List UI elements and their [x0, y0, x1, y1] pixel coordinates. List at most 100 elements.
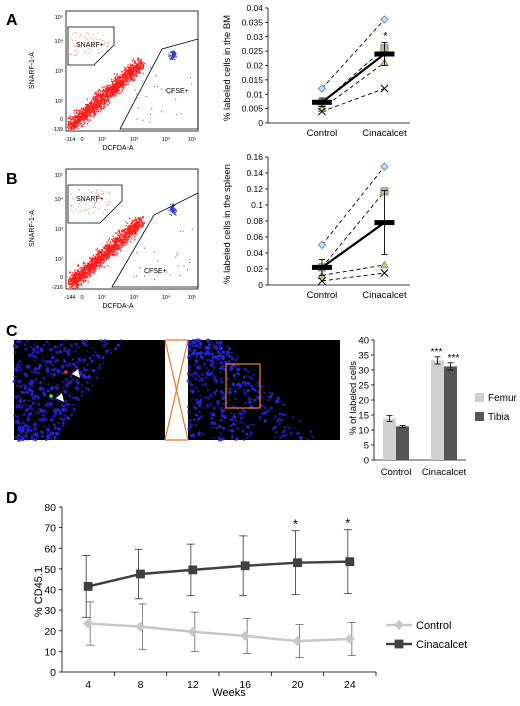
- flow-event-dot: [106, 251, 108, 253]
- cell-nucleus: [51, 364, 54, 367]
- flow-event-dot: [121, 236, 124, 238]
- flow-event-dot: [117, 244, 119, 246]
- flow-event-dot: [135, 68, 137, 70]
- flow-cfse-dot: [175, 210, 177, 212]
- flow-event-dot: [92, 259, 94, 261]
- flow-event-dot: [92, 103, 94, 105]
- legend-label: Femur: [488, 393, 518, 404]
- flow-event-dot: [95, 91, 97, 93]
- flow-cfse-dot: [173, 54, 175, 56]
- flow-event-dot: [78, 279, 81, 282]
- flow-event-dot: [82, 278, 84, 281]
- flow-event-dot: [83, 117, 85, 119]
- flow-event-dot: [99, 92, 101, 95]
- flow-cfse-dot: [169, 213, 171, 215]
- flow-cfse-dot: [169, 207, 171, 209]
- flow-event-dot: [142, 217, 144, 219]
- flow-event-dot: [120, 83, 122, 86]
- flow-event-dot: [115, 93, 118, 95]
- cell-nucleus: [27, 415, 30, 418]
- flow-event-dot: [99, 96, 101, 98]
- flow-event-dot: [111, 82, 114, 84]
- flow-event-dot: [136, 65, 138, 68]
- flow-event-dot: [87, 263, 89, 265]
- flow-event-dot: [107, 94, 109, 96]
- flow-event-dot: [128, 71, 130, 73]
- flow-event-dot: [75, 109, 78, 111]
- flow-event-dot: [126, 80, 128, 82]
- flow-event-dot: [75, 280, 77, 282]
- cell-nucleus: [209, 359, 214, 363]
- cell-nucleus: [209, 350, 212, 354]
- flow-event-dot: [74, 115, 76, 117]
- flow-event-dot: [96, 99, 98, 102]
- flow-event-dot: [79, 112, 81, 115]
- flow-event-dot: [81, 272, 83, 274]
- flow-event-dot: [77, 265, 79, 267]
- flow-plot-bm: SNARF+ CFSE+ SNARF-1-A DCFDA-A -114 0 10² 1…: [29, 10, 199, 152]
- flow-event-dot: [118, 82, 120, 85]
- flow-event-dot: [102, 89, 104, 91]
- flow-event-dot: [93, 114, 95, 116]
- flow-event-dot: [87, 265, 89, 267]
- flow-snarf-dot: [78, 36, 80, 38]
- flow-event-dot: [136, 226, 138, 228]
- cell-nucleus: [16, 414, 20, 418]
- flow-event-dot: [79, 277, 82, 279]
- flow-event-dot: [77, 280, 79, 283]
- flow-event-dot: [82, 271, 85, 273]
- cell-nucleus: [227, 418, 230, 421]
- flow-event-dot: [104, 98, 107, 101]
- flow-event-dot: [105, 257, 107, 260]
- flow-event-dot: [105, 87, 107, 90]
- flow-event-dot: [131, 232, 134, 234]
- flow-event-dot: [134, 60, 136, 62]
- flow-event-dot: [121, 245, 124, 247]
- flow-cfse-dot: [170, 207, 172, 209]
- flow-event-dot: [108, 254, 110, 256]
- flow-cfse-dot: [161, 111, 163, 113]
- flow-event-dot: [113, 81, 115, 83]
- paired-line: [321, 264, 385, 276]
- flow-event-dot: [80, 266, 82, 268]
- flow-event-dot: [86, 111, 88, 113]
- flow-event-dot: [110, 244, 112, 246]
- flow-event-dot: [123, 241, 125, 243]
- cell-nucleus: [279, 418, 284, 423]
- flow-event-dot: [122, 73, 124, 75]
- flow-event-dot: [95, 263, 97, 265]
- flow-snarf-dot: [91, 192, 92, 194]
- flow-event-dot: [76, 272, 78, 275]
- flow-event-dot: [82, 263, 84, 265]
- flow-event-dot: [103, 262, 105, 265]
- paired-point: [318, 277, 326, 285]
- cell-nucleus: [219, 354, 223, 358]
- flow-event-dot: [117, 236, 119, 239]
- flow-event-dot: [140, 59, 142, 61]
- cell-nucleus: [51, 368, 55, 372]
- flow-cfse-dot: [187, 269, 188, 271]
- flow-event-dot: [138, 70, 141, 72]
- cell-nucleus: [59, 343, 64, 347]
- flow-event-dot: [119, 83, 122, 85]
- cell-nucleus: [284, 433, 288, 437]
- flow-snarf-dot: [98, 52, 100, 54]
- flow-snarf-dot: [92, 34, 94, 36]
- y-tick-label: 40: [358, 336, 369, 347]
- series-point: [292, 635, 303, 647]
- flow-event-dot: [120, 245, 122, 247]
- flow-event-dot: [142, 65, 145, 67]
- flow-cfse-population: [134, 50, 193, 123]
- flow-event-dot: [141, 216, 144, 219]
- flow-event-dot: [81, 115, 83, 117]
- flow-event-dot: [95, 92, 97, 94]
- flow-cfse-dot: [172, 206, 174, 208]
- flow-event-dot: [83, 265, 85, 267]
- cell-nucleus: [195, 365, 200, 370]
- cell-nucleus: [50, 353, 53, 356]
- flow-event-dot: [86, 108, 88, 110]
- flow-event-dot: [75, 285, 77, 287]
- flow-event-dot: [133, 232, 135, 234]
- cell-nucleus: [14, 436, 18, 439]
- cell-nucleus: [52, 414, 55, 418]
